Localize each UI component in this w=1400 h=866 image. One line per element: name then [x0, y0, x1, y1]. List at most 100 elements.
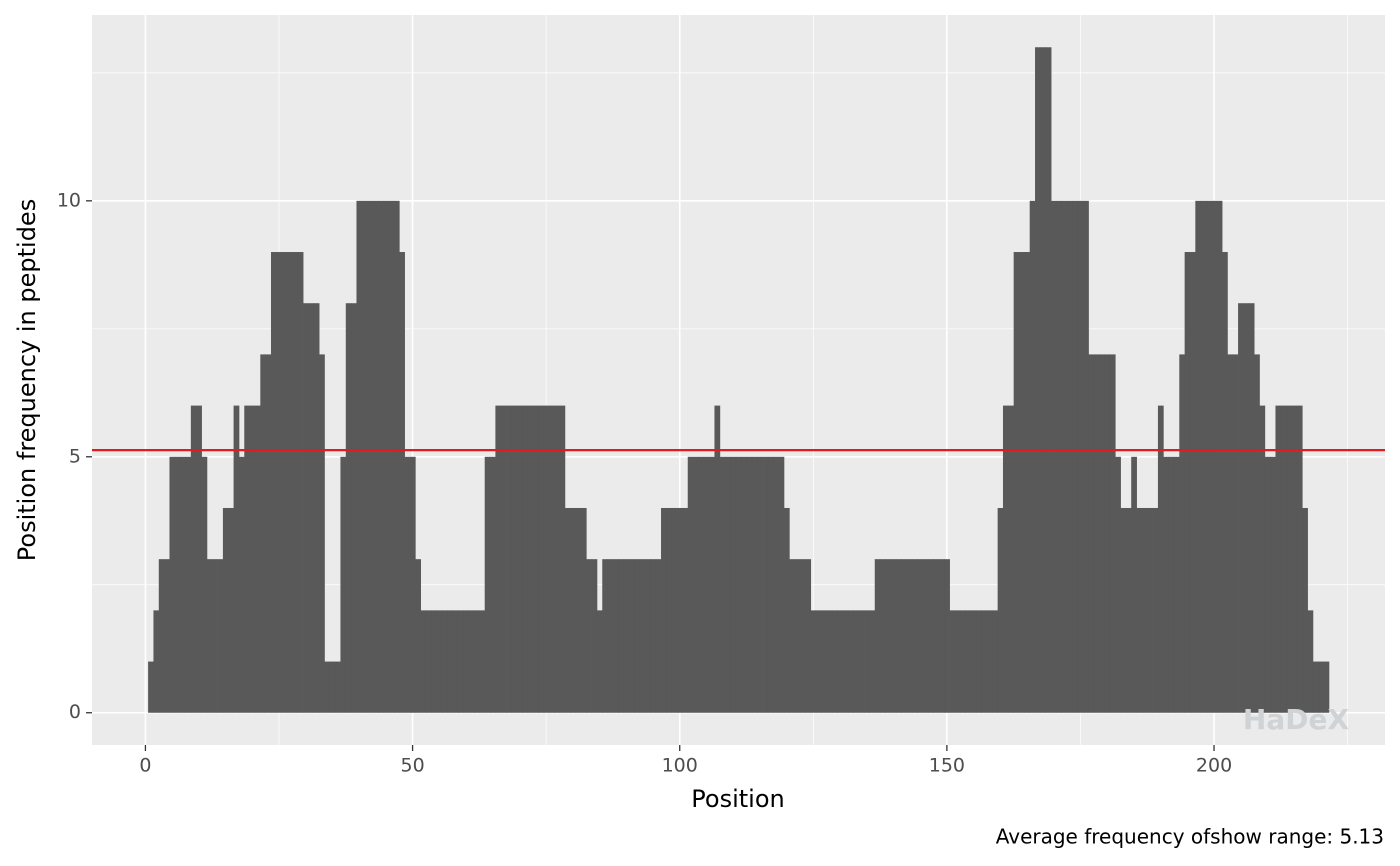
bar	[1147, 507, 1153, 713]
bar	[228, 507, 234, 713]
bar	[281, 252, 288, 713]
bar	[260, 354, 267, 713]
bar	[292, 252, 299, 713]
bar	[639, 559, 646, 713]
bar	[319, 354, 325, 713]
bar	[564, 507, 571, 713]
bar	[799, 559, 806, 713]
bar	[949, 610, 956, 713]
bar	[682, 507, 689, 713]
bar	[719, 456, 726, 713]
bar	[1045, 47, 1052, 713]
bar	[938, 559, 945, 713]
bar	[714, 405, 721, 713]
bar	[1173, 456, 1180, 713]
bar	[153, 610, 160, 713]
bar	[1104, 354, 1111, 713]
bar	[912, 559, 918, 713]
bar	[1109, 354, 1116, 713]
bar	[746, 456, 753, 713]
bar	[372, 200, 379, 713]
bar	[853, 610, 860, 713]
bar	[548, 405, 555, 713]
bar	[751, 456, 758, 713]
bar	[1184, 252, 1191, 713]
bar	[474, 610, 480, 713]
bar	[671, 507, 678, 713]
bar	[367, 200, 373, 713]
bar	[1318, 661, 1324, 713]
bar	[383, 200, 389, 713]
bar	[885, 559, 892, 713]
bar	[917, 559, 924, 713]
bar	[896, 559, 902, 713]
bar	[495, 405, 502, 713]
bar	[783, 507, 790, 713]
bar	[404, 456, 411, 713]
bar	[559, 405, 566, 713]
bar	[789, 559, 796, 713]
bar	[612, 559, 619, 713]
bar	[1168, 456, 1175, 713]
bar	[361, 200, 368, 713]
bar	[1189, 252, 1196, 713]
bar	[1286, 405, 1292, 713]
bar	[222, 507, 229, 713]
bar	[1152, 507, 1159, 713]
bar	[735, 456, 742, 713]
bar	[1013, 252, 1020, 713]
bar	[351, 303, 357, 713]
bar	[388, 200, 395, 713]
bar	[837, 610, 844, 713]
bar	[180, 456, 186, 713]
bar	[313, 303, 320, 713]
bar	[1099, 354, 1105, 713]
bar	[586, 559, 592, 713]
bar	[693, 456, 699, 713]
bar	[345, 303, 352, 713]
bar	[452, 610, 459, 713]
bar	[554, 405, 560, 713]
bar	[677, 507, 683, 713]
bar	[511, 405, 518, 713]
x-tick-label: 50	[400, 755, 424, 777]
bar	[1125, 507, 1132, 713]
bar	[1216, 200, 1223, 713]
bar	[709, 456, 715, 713]
bar	[516, 405, 523, 713]
bar	[869, 610, 876, 713]
bar	[329, 661, 336, 713]
x-tick-label: 200	[1196, 755, 1232, 777]
bar	[500, 405, 507, 713]
bar	[623, 559, 630, 713]
bar	[1136, 507, 1143, 713]
bar	[463, 610, 470, 713]
bar	[1200, 200, 1207, 713]
bar	[543, 405, 550, 713]
bar	[644, 559, 651, 713]
x-axis-title: Position	[691, 785, 784, 813]
bar	[1270, 456, 1276, 713]
bar	[1120, 507, 1127, 713]
bar	[741, 456, 747, 713]
bar	[570, 507, 576, 713]
bar	[522, 405, 528, 713]
bar	[628, 559, 635, 713]
bar	[842, 610, 849, 713]
bar	[532, 405, 539, 713]
bar	[1291, 405, 1298, 713]
bar	[409, 456, 416, 713]
bar	[1056, 200, 1063, 713]
bar	[1067, 200, 1073, 713]
bar	[1061, 200, 1068, 713]
x-tick-label: 0	[139, 755, 151, 777]
bar	[1141, 507, 1148, 713]
bar	[340, 456, 347, 713]
bar	[778, 456, 785, 713]
bar	[773, 456, 779, 713]
bar	[805, 559, 812, 713]
bar	[1035, 47, 1041, 713]
bar	[864, 610, 870, 713]
bar	[324, 661, 331, 713]
bar	[1280, 405, 1287, 713]
